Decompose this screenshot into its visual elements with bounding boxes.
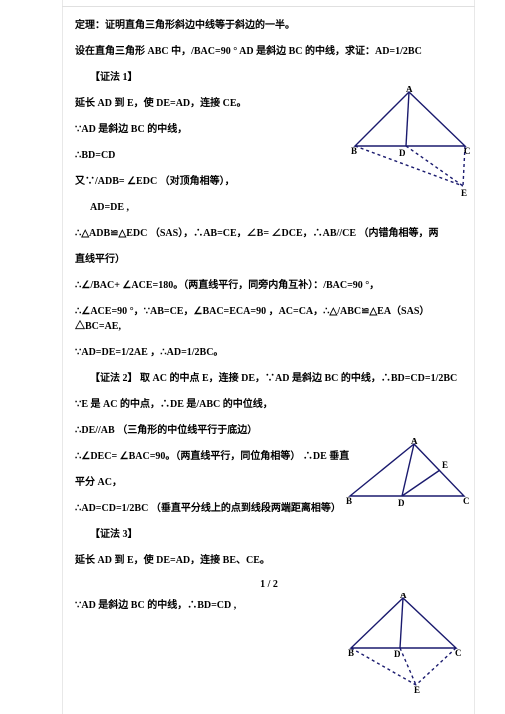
fig3-label-B: B [348, 648, 354, 658]
proof2-p1: ∵E 是 AC 的中点，∴DE 是/ABC 的中位线， [75, 397, 463, 412]
page-number: 1 / 2 [75, 579, 463, 590]
proof1-p3: ∴BD=CD [75, 148, 463, 163]
proof1-p6: ∴△ADB≌△EDC （SAS），∴AB=CE，∠B= ∠DCE，∴AB//CE… [75, 226, 463, 241]
fig1-label-C: C [464, 146, 471, 156]
fig1-label-A: A [406, 86, 413, 94]
proof2-p2: ∴DE//AB （三角形的中位线平行于底边） [75, 423, 463, 438]
proof2-heading: 【证法 2】 取 AC 的中点 E，连接 DE，∵AD 是斜边 BC 的中线，∴… [75, 371, 463, 386]
proof1-p4: 又∵/ADB= ∠EDC （对顶角相等）， [75, 174, 463, 189]
document-content: 定理：证明直角三角形斜边中线等于斜边的一半。 设在直角三角形 ABC 中，/BA… [75, 18, 463, 613]
proof1-p2: ∵AD 是斜边 BC 的中线， [75, 122, 463, 137]
proof1-p8: ∴∠ACE=90 °，∵AB=CE，∠BAC=ECA=90 ，AC=CA，∴△/… [75, 304, 463, 334]
theorem-title: 定理：证明直角三角形斜边中线等于斜边的一半。 [75, 18, 463, 33]
proof1-p6b: 直线平行） [75, 252, 463, 267]
premise: 设在直角三角形 ABC 中，/BAC=90 ° AD 是斜边 BC 的中线，求证… [75, 44, 463, 59]
fig3-label-C: C [455, 648, 462, 658]
proof1-p8b: ∵AD=DE=1/2AE ，∴AD=1/2BC。 [75, 345, 463, 360]
proof1-p5: AD=DE , [75, 200, 463, 215]
fig2-label-A: A [411, 438, 418, 446]
fig3-label-E: E [414, 685, 420, 693]
proof2-p3: ∴∠DEC= ∠BAC=90。（两直线平行，同位角相等） ∴DE 垂直 [75, 449, 463, 464]
proof1-p1: 延长 AD 到 E，使 DE=AD，连接 CE。 [75, 96, 463, 111]
fig3-label-D: D [394, 649, 401, 659]
proof1-p7: ∴∠/BAC+ ∠ACE=180。（两直线平行，同旁内角互补）：/BAC=90 … [75, 278, 463, 293]
proof1-heading: 【证法 1】 [75, 70, 463, 85]
fig1-label-E: E [461, 188, 467, 198]
proof3-heading: 【证法 3】 [75, 527, 463, 542]
page-top-rule [62, 6, 475, 7]
fig2-label-C: C [463, 496, 470, 506]
proof3-p2: ∵AD 是斜边 BC 的中线，∴BD=CD , [75, 598, 463, 613]
proof3-p1: 延长 AD 到 E，使 DE=AD，连接 BE、CE。 [75, 553, 463, 568]
proof2-p4: ∴AD=CD=1/2BC （垂直平分线上的点到线段两端距离相等） [75, 501, 463, 516]
proof2-p3b: 平分 AC， [75, 475, 463, 490]
